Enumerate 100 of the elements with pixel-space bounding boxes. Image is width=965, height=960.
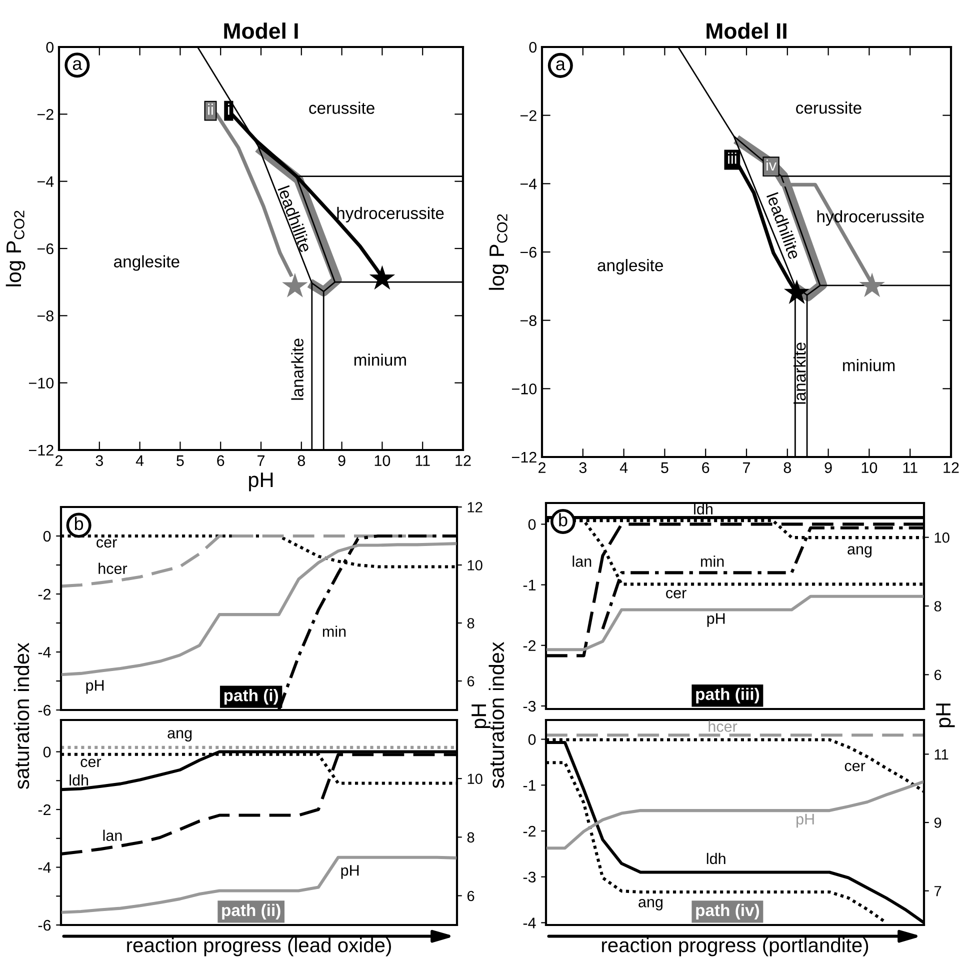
annotation: cerussite	[309, 102, 374, 114]
y-tick-label: -2	[38, 804, 51, 816]
y2-tick-label: 9	[934, 818, 942, 828]
y-tick-label: 0	[43, 530, 51, 542]
y2-tick-label: 7	[934, 886, 942, 896]
annotation: path (ii)	[222, 904, 280, 920]
y2-axis-title: pH	[936, 704, 955, 728]
series-label: lan	[103, 830, 122, 841]
y2-tick-label: 10	[934, 532, 950, 543]
y-axis-title: log P$_{CO2}$	[488, 214, 508, 290]
series-label: ang	[848, 546, 872, 558]
annotation: a	[72, 60, 82, 70]
y-tick-label: 0	[528, 519, 536, 530]
annotation: hydrocerussite	[337, 206, 444, 222]
series-label: pH	[341, 865, 359, 879]
y-axis-title: saturation index	[14, 642, 30, 790]
x-tick-label: 5	[176, 455, 184, 466]
y-tick-label: −4	[37, 176, 54, 187]
y2-axis-title: pH	[472, 704, 490, 728]
y2-tick-label: 12	[468, 502, 482, 512]
annotation: anglesite	[114, 255, 180, 271]
y-tick-label: -6	[38, 920, 51, 931]
x-tick-label: 4	[136, 455, 144, 466]
x-tick-label: 12	[456, 455, 471, 466]
x-tick-label: 7	[743, 462, 750, 473]
y2-tick-label: 10	[468, 560, 482, 570]
x-tick-label: 6	[702, 462, 710, 474]
y-tick-label: −6	[37, 243, 54, 254]
series-label: hcer	[708, 720, 738, 732]
y-tick-label: -2	[523, 826, 536, 837]
series-label: cer	[844, 762, 866, 772]
y-tick-label: −12	[512, 452, 536, 463]
annotation: lanarkite	[291, 338, 304, 400]
annotation: cerussite	[796, 102, 862, 114]
x-tick-label: 11	[416, 455, 430, 466]
y-axis-title: saturation index	[488, 642, 504, 788]
series-label: ang	[638, 899, 662, 910]
y2-tick-label: 6	[934, 670, 942, 680]
x-tick-label: 3	[579, 462, 586, 474]
series-label: iv	[766, 159, 777, 171]
legend-label: ldh	[70, 774, 88, 786]
annotation: path (iii)	[696, 688, 760, 704]
y-tick-label: -6	[38, 704, 51, 716]
y2-tick-label: 11	[934, 749, 948, 760]
series-label: ldh	[694, 503, 712, 515]
y-tick-label: 0	[43, 746, 51, 758]
y2-tick-label: 6	[467, 676, 474, 686]
y-tick-label: −2	[37, 109, 54, 120]
y-tick-label: 0	[528, 734, 536, 745]
y-tick-label: -4	[523, 918, 536, 928]
series-label: ang	[168, 730, 192, 742]
y-tick-label: -1	[523, 780, 536, 791]
x-tick-label: 9	[338, 455, 346, 466]
x-tick-label: 2	[56, 455, 62, 466]
x-axis-title: reaction progress (lead oxide)	[127, 938, 391, 956]
annotation: b	[559, 513, 568, 526]
y-tick-label: −2	[520, 110, 536, 121]
series-label: iii	[728, 152, 736, 164]
x-axis-title: reaction progress (portlandite)	[602, 938, 868, 956]
x-tick-label: 5	[661, 462, 668, 474]
x-tick-label: 4	[620, 462, 628, 473]
y-tick-label: -1	[523, 580, 536, 590]
y-tick-label: 0	[46, 42, 54, 53]
x-tick-label: 12	[944, 462, 959, 473]
series-label: hcer	[98, 562, 128, 574]
y2-tick-label: 8	[467, 618, 474, 628]
series-label: cer	[96, 539, 117, 548]
x-tick-label: 10	[862, 462, 878, 474]
y2-tick-label: 6	[467, 890, 474, 902]
x-tick-label: 6	[217, 455, 224, 466]
y-tick-label: −6	[520, 246, 536, 258]
y-tick-label: 0	[529, 42, 537, 53]
y-tick-label: −8	[520, 315, 536, 326]
x-tick-label: 7	[258, 455, 264, 466]
chart-title: Model I	[224, 22, 298, 39]
annotation: a	[556, 60, 566, 70]
x-tick-label: 2	[538, 462, 546, 473]
y2-tick-label: 8	[467, 832, 474, 843]
annotation: path (i)	[224, 689, 278, 705]
y2-tick-label: 8	[934, 601, 942, 612]
x-tick-label: 11	[903, 462, 918, 473]
chart-title: Model II	[706, 22, 786, 39]
y-tick-label: -2	[523, 640, 536, 651]
annotation: b	[74, 516, 84, 530]
series-label: pH	[707, 613, 725, 627]
annotation: minium	[843, 359, 895, 372]
annotation: lanarkite	[794, 342, 806, 404]
y-tick-label: −12	[28, 444, 54, 456]
series-label: min	[701, 556, 724, 567]
y-tick-label: -3	[523, 700, 536, 712]
series-label: min	[322, 626, 346, 637]
x-tick-label: 8	[298, 455, 305, 466]
y-axis-title: log P$_{CO2}$	[6, 210, 26, 286]
x-tick-label: 3	[96, 455, 103, 466]
annotation: hydrocerussite	[817, 210, 924, 226]
series-label: cer	[80, 758, 102, 768]
y-tick-label: -3	[523, 872, 536, 883]
series-label: pH	[796, 814, 814, 828]
x-tick-label: 9	[824, 462, 832, 474]
y2-tick-label: 10	[468, 774, 482, 784]
